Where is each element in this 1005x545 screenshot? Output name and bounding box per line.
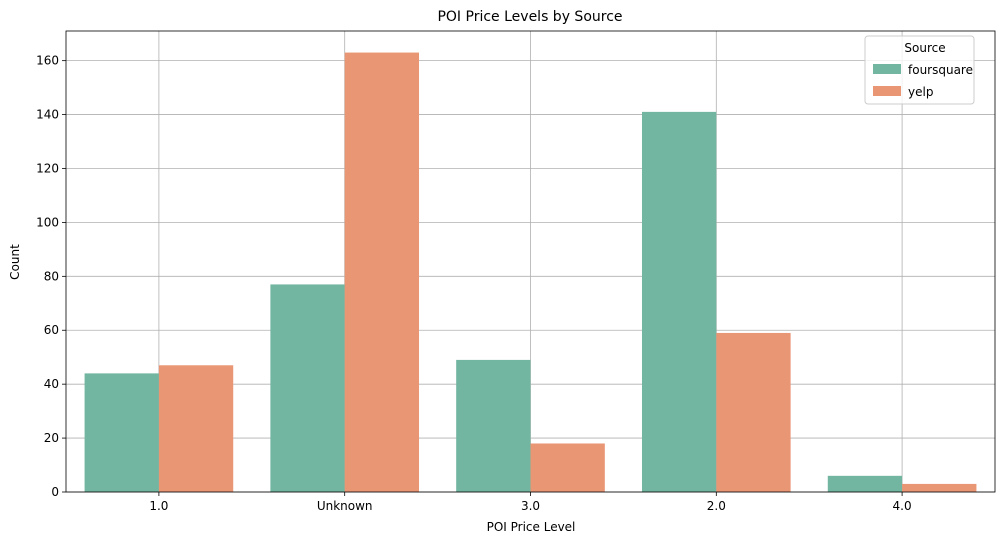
legend: Source foursquare yelp [864, 35, 975, 105]
legend-title: Source [904, 41, 945, 55]
y-tick-label: 120 [36, 161, 59, 175]
legend-items: foursquare yelp [873, 63, 973, 99]
y-tick-label: 160 [36, 54, 59, 68]
bar-yelp [902, 483, 977, 492]
bar-foursquare [84, 373, 159, 492]
x-tick-label: 2.0 [707, 499, 726, 513]
y-tick-label: 100 [36, 215, 59, 229]
bar-yelp [158, 365, 234, 492]
y-tick-label: 0 [51, 485, 59, 499]
bar-foursquare [641, 111, 717, 492]
bar-foursquare [827, 475, 903, 492]
y-tick-label: 140 [36, 108, 59, 122]
bar-yelp [716, 332, 791, 492]
axes-layer: 0 20 40 60 80 100 120 140 160 1.0 Unknown 3.0 2.0 4.0 [36, 30, 996, 513]
y-tick-label: 40 [44, 377, 59, 391]
y-axis-title: Count [8, 244, 22, 280]
legend-swatch [873, 86, 901, 96]
bar-foursquare [456, 359, 531, 492]
bar-yelp [530, 443, 605, 492]
bars-layer [84, 52, 977, 492]
bar-foursquare [270, 284, 345, 492]
y-tick-label: 80 [44, 269, 59, 283]
plot-frame [65, 30, 996, 493]
x-tick-label: 4.0 [893, 499, 912, 513]
legend-swatch [873, 64, 901, 74]
bar-yelp [344, 52, 420, 492]
x-tick-label: 1.0 [149, 499, 168, 513]
x-tick-label: Unknown [317, 499, 373, 513]
y-tick-label: 20 [44, 431, 59, 445]
chart-title: POI Price Levels by Source [437, 9, 622, 25]
legend-label: yelp [908, 85, 933, 99]
x-axis-title: POI Price Level [487, 520, 576, 534]
x-tick-label: 3.0 [521, 499, 540, 513]
y-tick-label: 60 [44, 323, 59, 337]
legend-label: foursquare [908, 63, 973, 77]
